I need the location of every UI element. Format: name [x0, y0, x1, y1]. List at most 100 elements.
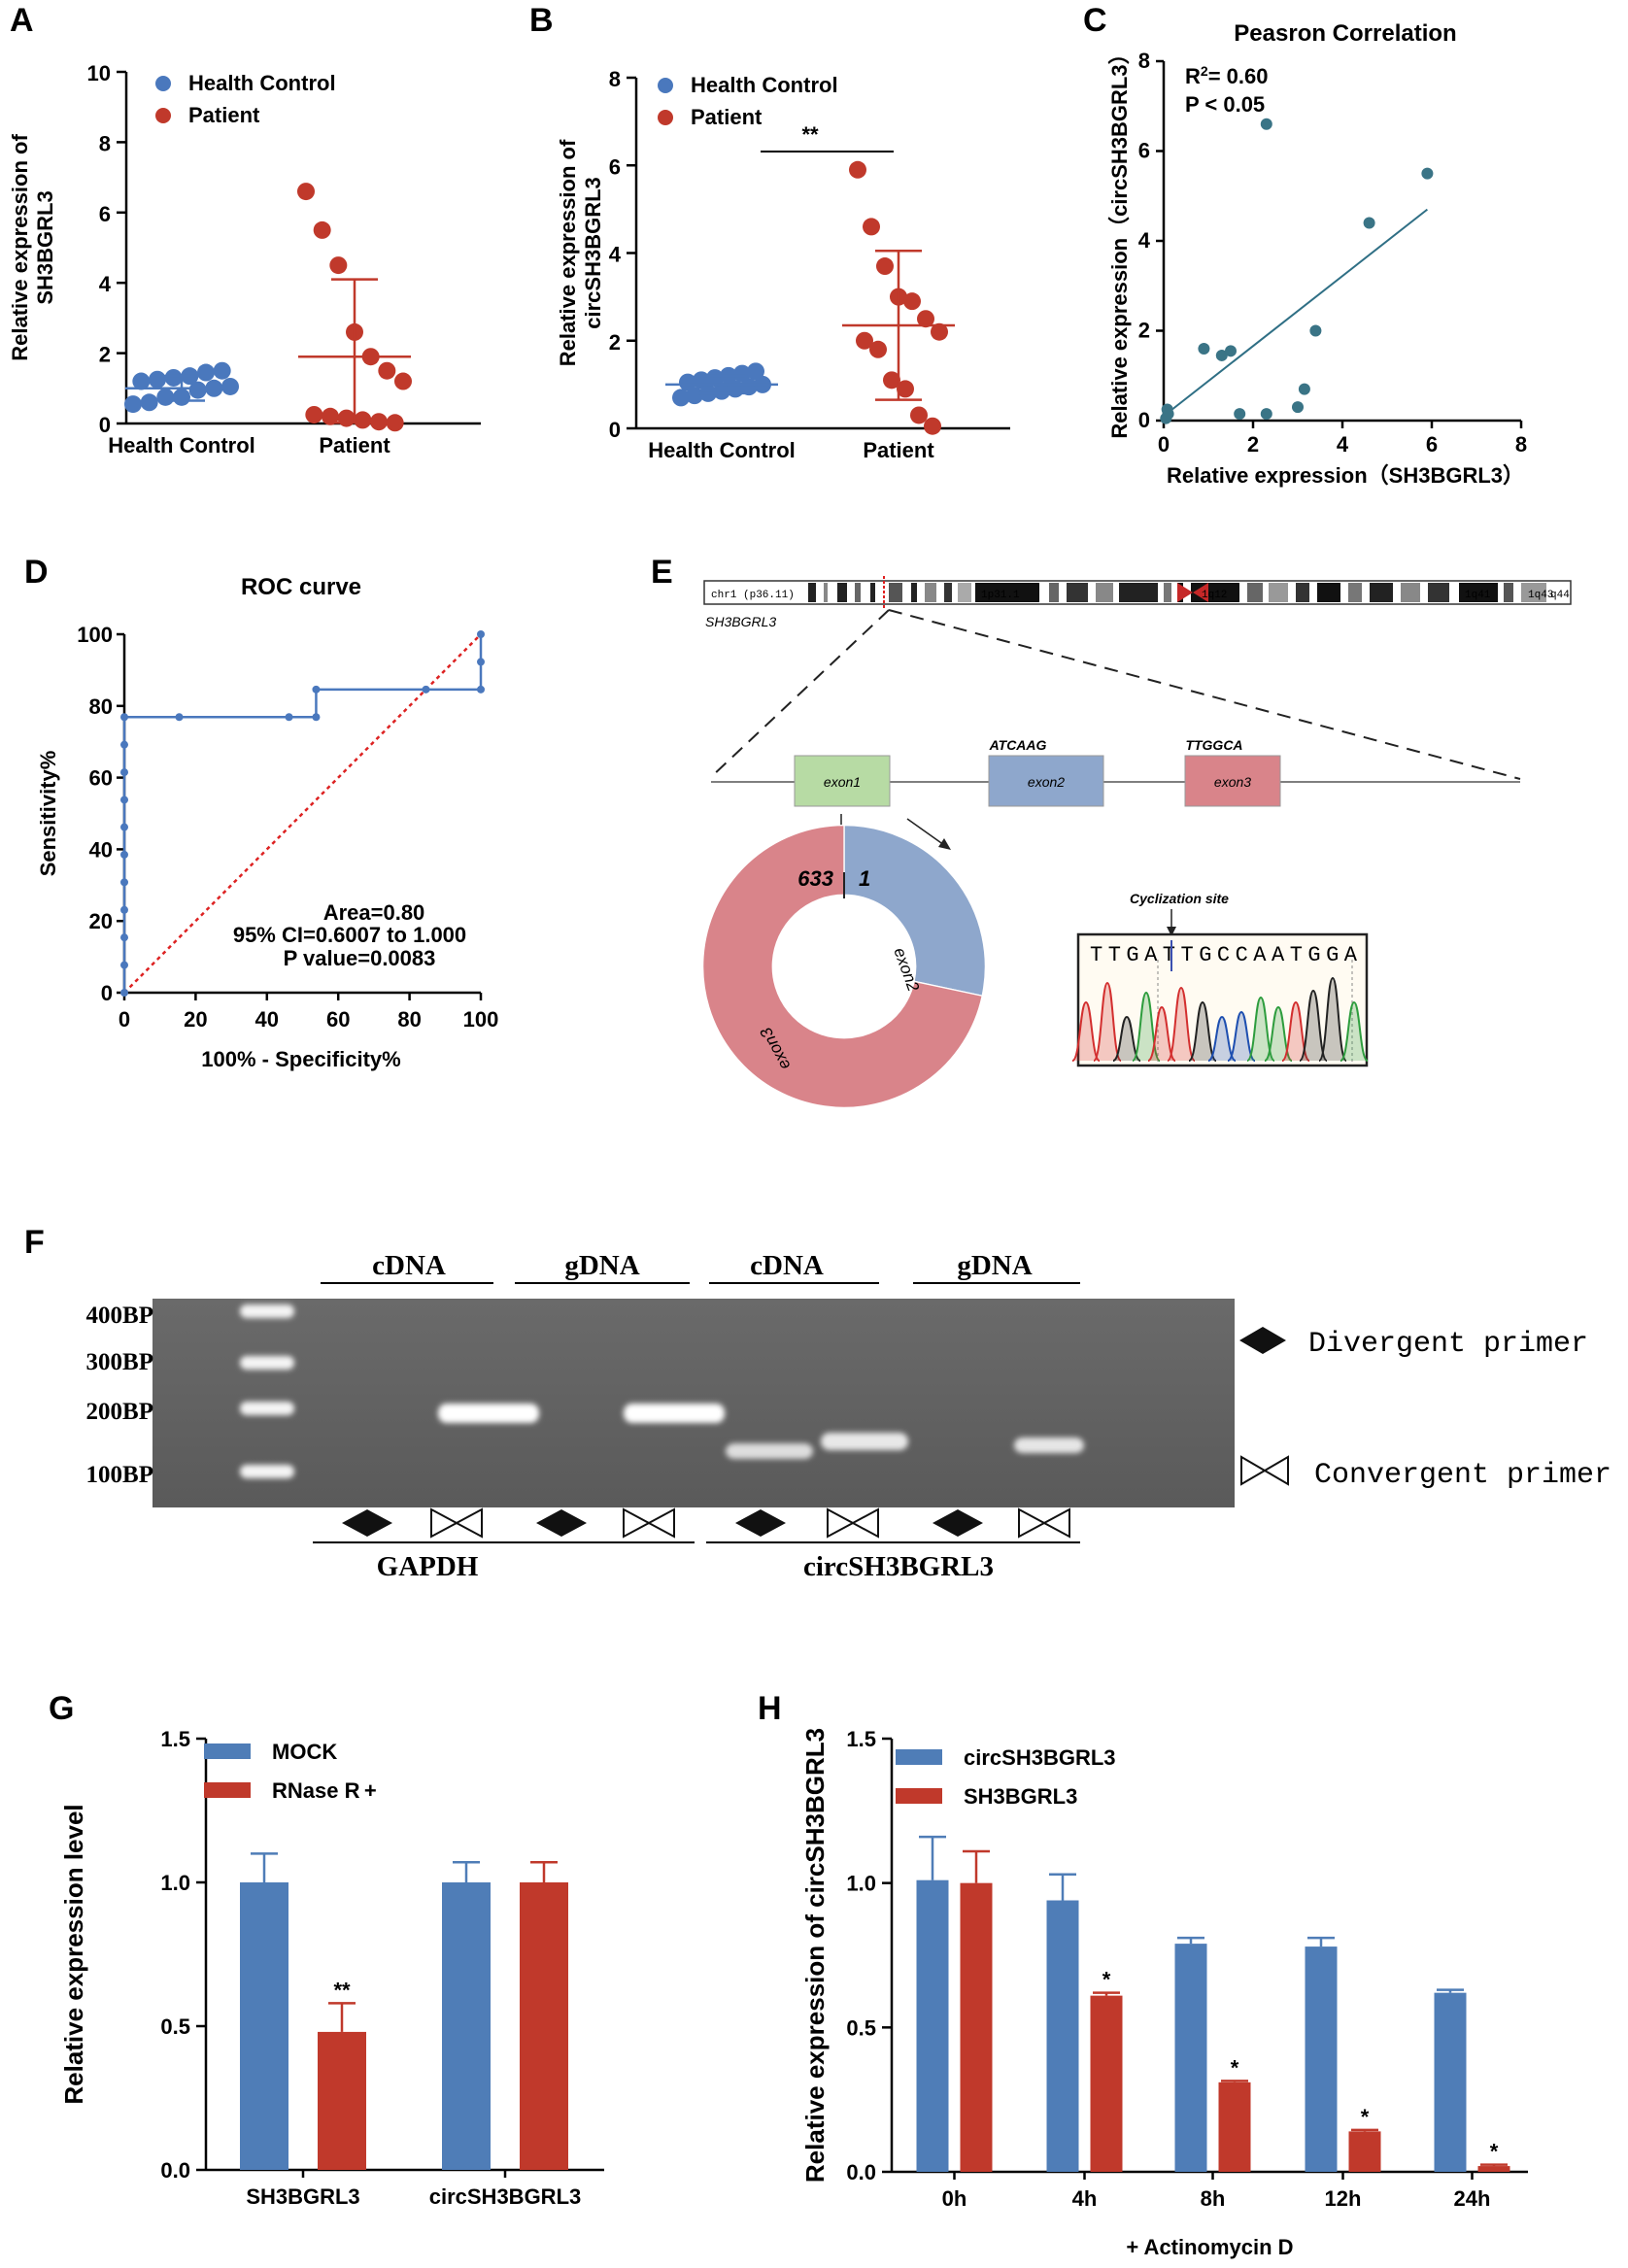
y-tick-label: 0.5: [846, 2015, 876, 2040]
chart-a: 0 2 4 6 8 10 Health Control Patient Relative exp…: [8, 61, 481, 457]
data-point: [313, 220, 331, 239]
gel-primer-icons: [342, 1507, 1070, 1539]
x-tick-label: 80: [397, 1007, 421, 1032]
y-tick-label: 1.5: [160, 1727, 190, 1751]
band-label-5: q44: [1550, 590, 1570, 601]
gel-band: [1014, 1438, 1084, 1453]
band-label-3: 1q41: [1465, 590, 1491, 601]
sequence-base: G: [1326, 943, 1339, 967]
roc-point: [422, 685, 430, 694]
ideogram-band: [1521, 583, 1546, 602]
arrow-diag-line: [906, 818, 945, 846]
ideogram-bands: [808, 583, 1546, 602]
ideogram-band: [1164, 583, 1171, 602]
data-point: [1260, 408, 1272, 421]
reference-diagonal: [123, 633, 482, 994]
x-tick-label: 4: [1337, 432, 1349, 457]
y-tick-label: 0.5: [160, 2014, 190, 2039]
bar: [520, 1882, 568, 2170]
data-point: [863, 218, 880, 236]
y-tick-label: 20: [89, 909, 113, 933]
legend-label: SH3BGRL3: [964, 1784, 1077, 1809]
convergent-primer-icon: [623, 1507, 675, 1539]
x-axis-label: Relative expression（SH3BGRL3）: [1167, 463, 1524, 488]
x-tick-label: 2: [1247, 432, 1259, 457]
x-tick-label: 8h: [1201, 2186, 1226, 2211]
bar: [1218, 2082, 1251, 2172]
ideogram-band: [1247, 583, 1263, 602]
data-point: [917, 310, 934, 328]
data-point: [370, 413, 388, 431]
x-tick-label: circSH3BGRL3: [429, 2184, 582, 2209]
sequence-base: T: [1181, 943, 1194, 967]
data-point: [297, 183, 315, 201]
gel-band: [726, 1443, 813, 1459]
convergent-primer-icon: [827, 1507, 879, 1539]
legend-label: MOCK: [272, 1740, 337, 1764]
data-point: [849, 160, 866, 179]
group-circ: circSH3BGRL3: [803, 1551, 994, 1582]
band-label-1: 1p31.1: [981, 590, 1020, 601]
ideogram-band: [958, 583, 971, 602]
y-tick-label: 6: [1138, 139, 1150, 163]
ideogram-band: [1459, 583, 1498, 602]
ideogram-band: [808, 583, 816, 602]
data-point: [876, 257, 894, 276]
chromatogram-peak: [1207, 1015, 1237, 1062]
x-axis-label: + Actinomycin D: [1126, 2235, 1293, 2259]
roc-point: [477, 685, 485, 694]
data-point: [1161, 403, 1173, 416]
ladder-100: 100BP: [86, 1462, 153, 1488]
annotation-p: P value=0.0083: [284, 946, 436, 970]
significance-label: *: [1361, 2105, 1370, 2129]
group-cdna-1: cDNA: [372, 1250, 446, 1281]
data-point: [706, 369, 724, 388]
data-point: [149, 370, 166, 389]
sequence-base: A: [1253, 943, 1267, 967]
ideogram-band: [1296, 583, 1309, 602]
panel-f-gel: 400BP 300BP 200BP 100BP cDNA gDNA cDNA g…: [86, 1250, 1612, 1582]
ideogram-band: [1317, 583, 1340, 602]
panel-letter-a: A: [10, 2, 34, 39]
exon1-label: exon1: [824, 774, 861, 790]
roc-point: [175, 713, 184, 722]
sequence-base: C: [1236, 943, 1248, 967]
x-tick-label: 60: [326, 1007, 350, 1032]
legend-marker: [658, 78, 673, 93]
data-point: [188, 381, 207, 399]
data-point: [378, 361, 396, 380]
ideogram-band: [1067, 583, 1088, 602]
annotation-ci: 95% CI=0.6007 to 1.000: [233, 923, 466, 947]
ideogram-band: [1401, 583, 1420, 602]
sequence-base: A: [1344, 943, 1358, 967]
exon2-label: exon2: [1028, 774, 1065, 790]
legend-label: RNase R +: [272, 1778, 377, 1803]
data-point: [1292, 401, 1304, 414]
divergent-primer-icon: [342, 1509, 392, 1537]
data-point: [672, 389, 690, 407]
x-tick-label: 0h: [942, 2186, 967, 2211]
data-point: [1260, 118, 1272, 130]
zoom-line-left: [710, 609, 890, 778]
sequence-base: T: [1090, 943, 1102, 967]
chromatogram-peak: [1093, 981, 1122, 1062]
panel-letter-c: C: [1083, 2, 1107, 39]
data-point: [747, 362, 764, 381]
panel-letter-h: H: [758, 1690, 782, 1727]
data-point: [924, 417, 941, 435]
data-point: [1215, 349, 1228, 361]
x-tick-label: 8: [1515, 432, 1527, 457]
y-axis-label: Relative expression of circSH3BGRL3: [800, 1728, 830, 2183]
y-tick-label: 80: [89, 694, 113, 719]
data-point: [354, 411, 372, 429]
data-point: [1198, 343, 1210, 355]
significance-label: **: [333, 1978, 351, 2002]
roc-point: [285, 713, 293, 722]
ideogram-band: [1096, 583, 1113, 602]
y-axis-label-line2: SH3BGRL3: [33, 190, 57, 304]
centromere: [1177, 583, 1208, 602]
x-axis-label: 100% - Specificity%: [201, 1047, 400, 1071]
y-tick-label: 2: [609, 330, 621, 355]
roc-point: [120, 989, 128, 997]
